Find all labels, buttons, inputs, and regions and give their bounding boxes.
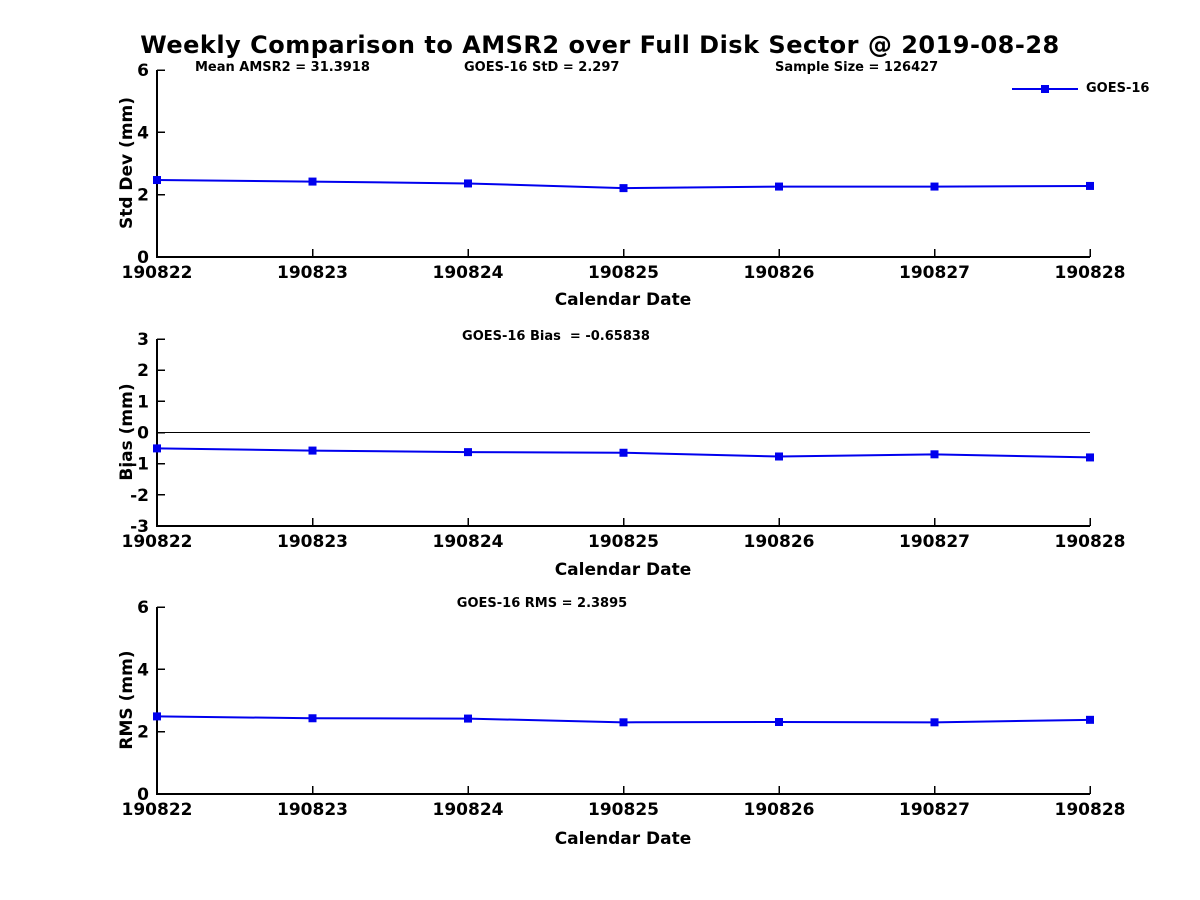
axis (156, 607, 1090, 795)
axis (156, 70, 1090, 258)
data-marker (775, 718, 783, 727)
x-tick-label: 190824 (433, 532, 504, 552)
y-tick-label: 0 (137, 248, 149, 268)
data-marker (1086, 453, 1094, 462)
y-tick-label: 4 (137, 660, 149, 680)
x-tick-label: 190825 (588, 532, 659, 552)
data-marker (464, 714, 472, 723)
y-tick-label: 1 (137, 392, 149, 412)
data-marker (308, 177, 317, 186)
y-axis-label-rms: RMS (mm) (117, 650, 137, 750)
y-tick-label: 0 (137, 424, 149, 444)
x-tick-label: 190823 (277, 263, 348, 283)
data-marker (1086, 181, 1094, 190)
data-marker (619, 718, 628, 727)
x-tick-label: 190826 (744, 263, 815, 283)
y-tick-label: -1 (130, 455, 149, 475)
x-tick-label: 190825 (588, 800, 659, 820)
bias-plot: -3 -2 -1 0 1 2 3 190822 190823 190824 190825 190826… (122, 330, 1126, 552)
legend: GOES-16 (1012, 81, 1149, 96)
data-marker (775, 182, 783, 191)
y-tick-label: 6 (137, 61, 149, 81)
annotation-goes16-std: GOES-16 StD = 2.297 (464, 60, 620, 75)
data-marker (464, 448, 472, 457)
legend-line-marker-icon (1012, 84, 1078, 93)
y-axis-label-bias: Bias (mm) (117, 383, 137, 481)
x-axis-label-2: Calendar Date (554, 560, 692, 580)
y-tick-label: 0 (137, 785, 149, 805)
x-tick-label: 190826 (744, 800, 815, 820)
annotation-goes16-rms: GOES-16 RMS = 2.3895 (456, 596, 628, 611)
data-marker (619, 184, 628, 193)
annotation-goes16-bias: GOES-16 Bias = -0.65838 (462, 329, 650, 344)
y-tick-label: 4 (137, 123, 149, 143)
legend-label: GOES-16 (1086, 81, 1150, 96)
x-tick-label: 190827 (899, 532, 970, 552)
x-tick-label: 190822 (122, 800, 193, 820)
annotation-mean-amsr2: Mean AMSR2 = 31.3918 (195, 60, 370, 75)
data-marker (930, 182, 939, 191)
x-tick-label: 190827 (899, 800, 970, 820)
y-tick-label: -3 (130, 517, 149, 537)
x-axis-label-3: Calendar Date (554, 829, 692, 849)
y-tick-label: 3 (137, 330, 149, 350)
data-marker (308, 446, 317, 455)
data-marker (619, 448, 628, 457)
stddev-plot: 0 2 4 6 190822 190823 190824 190825 190826 190827… (122, 61, 1126, 283)
y-tick-label: 2 (137, 186, 149, 206)
data-marker (775, 452, 783, 461)
rms-plot: 0 2 4 6 190822 190823 190824 190825 190826 190827… (122, 598, 1126, 820)
x-tick-label: 190828 (1055, 532, 1126, 552)
y-tick-label: -2 (130, 486, 149, 506)
x-tick-label: 190828 (1055, 800, 1126, 820)
data-marker (153, 712, 161, 721)
data-marker (1086, 715, 1094, 724)
x-tick-label: 190823 (277, 800, 348, 820)
data-marker (153, 444, 161, 453)
x-tick-label: 190822 (122, 263, 193, 283)
x-tick-label: 190824 (433, 800, 504, 820)
y-axis-label-stddev: Std Dev (mm) (117, 96, 137, 230)
data-marker (153, 176, 161, 185)
figure-title: Weekly Comparison to AMSR2 over Full Dis… (140, 31, 1060, 59)
x-tick-label: 190827 (899, 263, 970, 283)
x-tick-label: 190826 (744, 532, 815, 552)
x-tick-label: 190824 (433, 263, 504, 283)
x-tick-label: 190822 (122, 532, 193, 552)
data-marker (308, 714, 317, 723)
data-marker (930, 450, 939, 459)
data-marker (464, 179, 472, 188)
x-tick-label: 190825 (588, 263, 659, 283)
data-marker (930, 718, 939, 727)
annotation-sample-size: Sample Size = 126427 (775, 60, 939, 75)
y-tick-label: 6 (137, 598, 149, 618)
x-tick-label: 190823 (277, 532, 348, 552)
x-tick-label: 190828 (1055, 263, 1126, 283)
y-tick-label: 2 (137, 361, 149, 381)
x-axis-label-1: Calendar Date (554, 290, 692, 310)
y-tick-label: 2 (137, 723, 149, 743)
